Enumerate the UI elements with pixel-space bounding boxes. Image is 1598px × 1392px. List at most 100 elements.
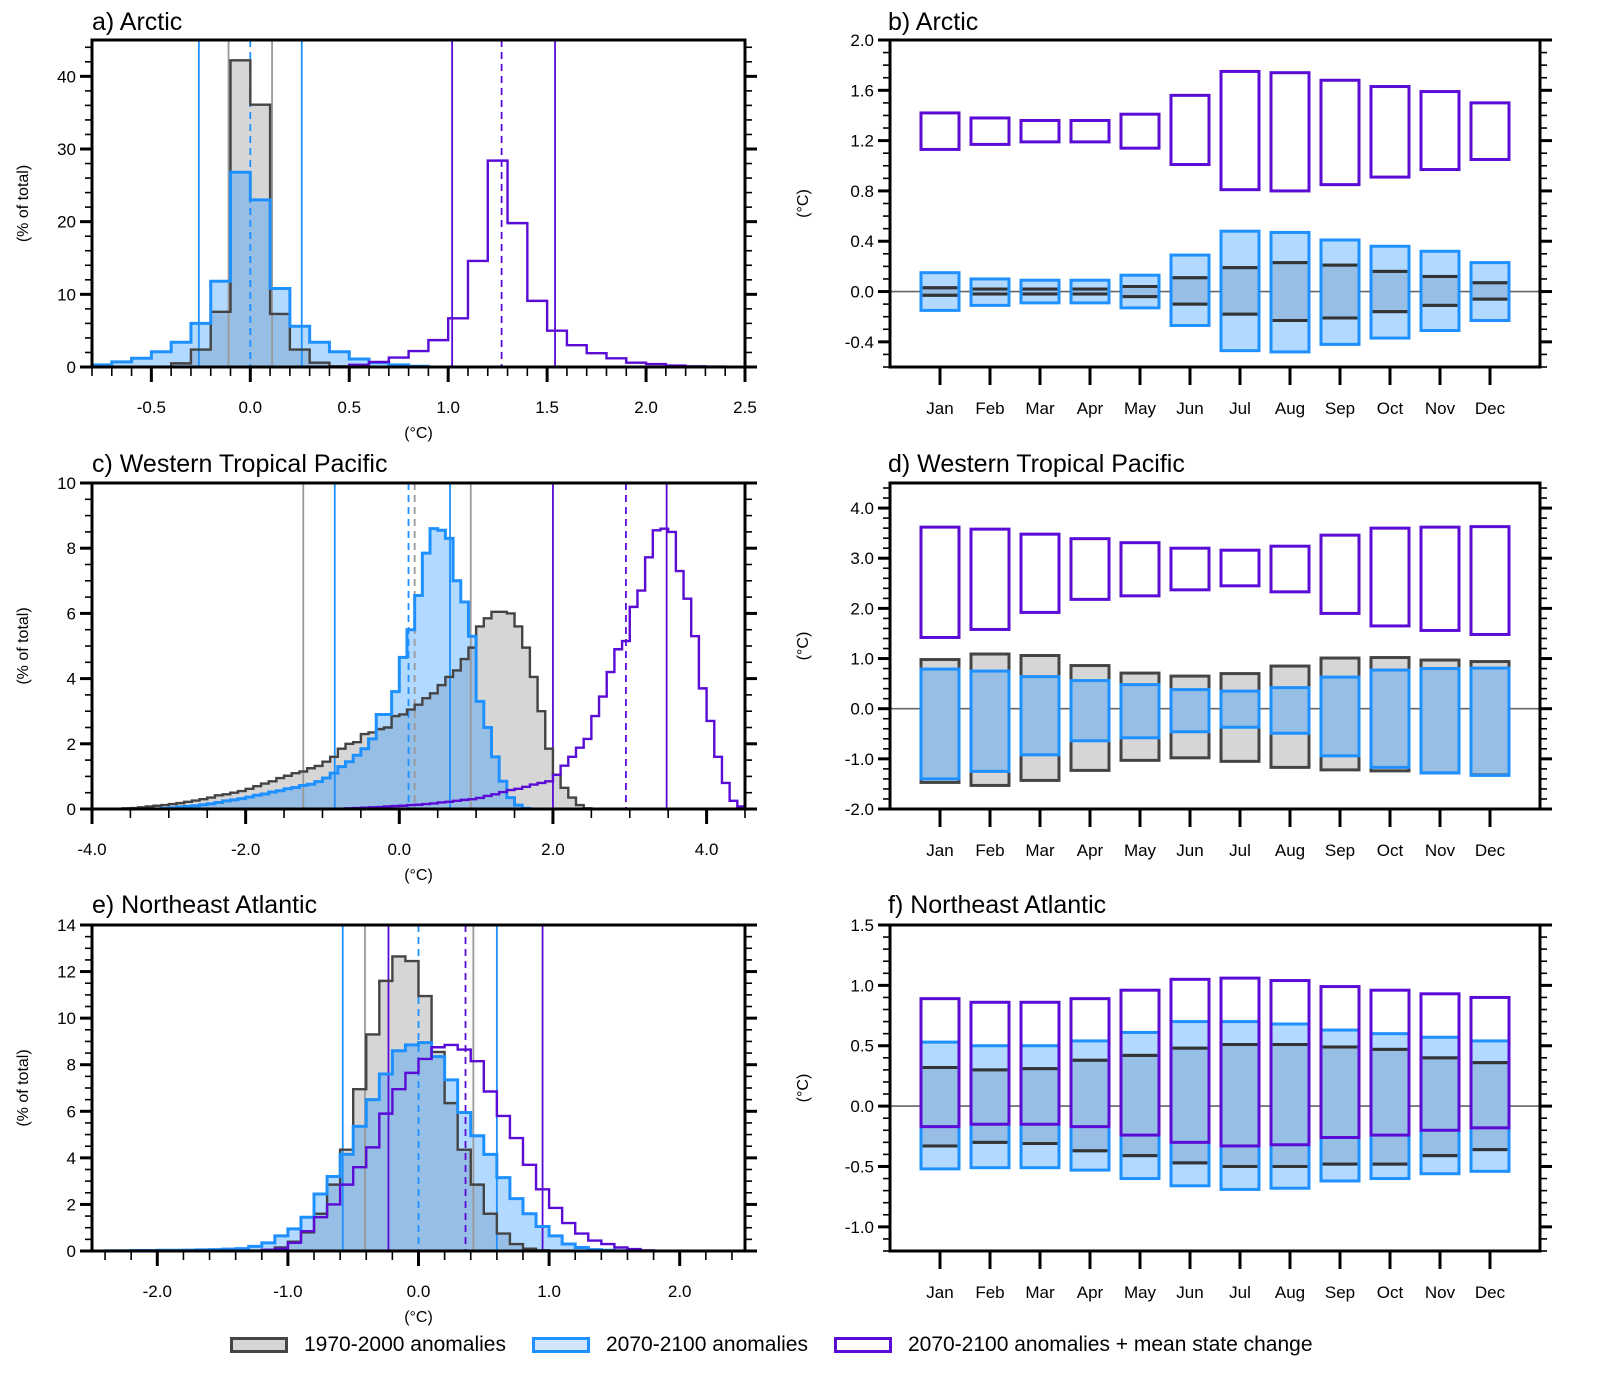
panel-d: d) Western Tropical Pacific -2.0 -1.0 0.0 1.… [795,450,1552,860]
hist-bar-change [599,697,607,809]
y-tick-label: 30 [57,140,76,159]
hist-bar-future [171,342,191,367]
hist-bar-change [668,532,676,809]
box-2070-2100-change [1169,546,1211,592]
hist-bar-future [430,529,438,809]
hist-bar-change [476,798,484,809]
plot-frame [90,923,747,1253]
hist-bar-change [561,766,569,809]
hist-bar-change [491,794,499,809]
x-tick-label: 2.0 [634,398,658,417]
box-2070-2100-change [1369,988,1411,1137]
x-tick-label: 1.0 [436,398,460,417]
box-2070-2100-change [1269,71,1311,193]
box-2070-2100-change [1169,93,1211,167]
y-axis-label: (°C) [795,1074,812,1103]
month-label: Jun [1176,841,1203,860]
y-axis-label: (% of total) [15,1049,32,1126]
hist-bar-future [310,342,330,367]
box-2070-2100 [1319,238,1361,346]
hist-bar-change [576,748,584,809]
hist-bar-change [392,1089,405,1251]
box-1970-2000 [1369,1047,1411,1166]
month-label: Apr [1077,841,1104,860]
y-tick-label: -1.0 [845,750,874,769]
panel-title: d) Western Tropical Pacific [888,450,1185,478]
y-tick-label: 4 [67,1149,76,1168]
box-1970-2000 [1469,660,1511,777]
month-label: Feb [975,399,1004,418]
panel-title: a) Arctic [92,8,182,36]
month-label: Oct [1377,841,1404,860]
y-tick-label: -0.5 [845,1157,874,1176]
legend-swatch-hist [230,1337,288,1353]
panel-a: a) Arctic 0 10 20 30 40 (% of total) -0.5 0.0 0.5… [15,8,757,442]
panel-c: c) Western Tropical Pacific 0 2 4 6 8 10 (% of … [15,450,757,884]
y-tick-label: 1.0 [850,976,874,995]
hist-bar-change [545,781,553,809]
box-1970-2000 [1219,672,1261,763]
plot-frame [90,38,747,369]
box-2070-2100-change [1219,69,1261,192]
hist-bar-change [645,557,653,809]
hist-bar-change [527,301,547,367]
hist-bar-change [497,1116,510,1251]
box-2070-2100-change [1469,101,1511,161]
hist-1970-2000-fill [122,611,592,809]
hist-bar-hist [522,648,530,809]
x-tick-label: 1.5 [535,398,559,417]
hist-bar-change [419,1059,432,1251]
y-axis-label: (°C) [795,632,812,661]
month-label: May [1124,1283,1157,1302]
box-2070-2100-change [1119,988,1161,1137]
box-2070-2100-change [969,116,1011,146]
hist-bar-future [468,636,476,809]
hist-bar-future [211,281,231,367]
legend: 1970-2000 anomalies 2070-2100 anomalies … [230,1330,1339,1360]
x-tick-label: 2.5 [733,398,757,417]
hist-bar-future [290,326,310,367]
hist-bar-future [453,581,461,809]
month-label: Nov [1425,399,1456,418]
hist-bar-change [591,716,599,809]
hist-bar-change [507,790,515,809]
hist-bar-change [515,789,523,809]
x-tick-label: -0.5 [137,398,166,417]
legend-item-1970-2000: 1970-2000 anomalies [230,1333,506,1357]
box-2070-2100 [1319,1028,1361,1183]
y-axis-label: (% of total) [15,607,32,684]
y-tick-label: 0.0 [850,700,874,719]
hist-bar-change [301,1231,314,1251]
month-label: Oct [1377,1283,1404,1302]
hist-2070-2100-outline [159,527,532,809]
hist-bar-change [522,787,530,809]
hist-bar-change [714,757,722,809]
y-tick-label: 8 [67,1056,76,1075]
hist-bar-change [553,775,561,809]
hist-bar-future [270,289,290,367]
hist-bar-change [508,223,528,367]
hist-bar-change [562,1223,575,1251]
box-2070-2100-change [969,527,1011,631]
hist-bar-future [415,595,423,809]
month-label: Aug [1275,399,1305,418]
hist-bar-future [361,749,369,809]
box-2070-2100 [1269,1022,1311,1190]
hist-bar-future [376,714,384,809]
box-2070-2100 [969,669,1011,773]
box-1970-2000 [969,652,1011,787]
box-2070-2100-change [1469,995,1511,1130]
hist-bar-change [523,1165,536,1251]
y-tick-label: 4.0 [850,499,874,518]
hist-bar-change [510,1138,523,1251]
y-tick-label: 6 [67,604,76,623]
hist-bar-change [484,1091,497,1251]
y-tick-label: 14 [57,916,76,935]
box-2070-2100 [1469,666,1511,777]
hist-1970-2000-outline [121,610,593,809]
y-tick-label: 0.0 [850,1097,874,1116]
box-2070-2100 [1069,278,1111,305]
month-label: Aug [1275,841,1305,860]
box-2070-2100-change [1319,533,1361,615]
box-2070-2100 [1119,273,1161,310]
